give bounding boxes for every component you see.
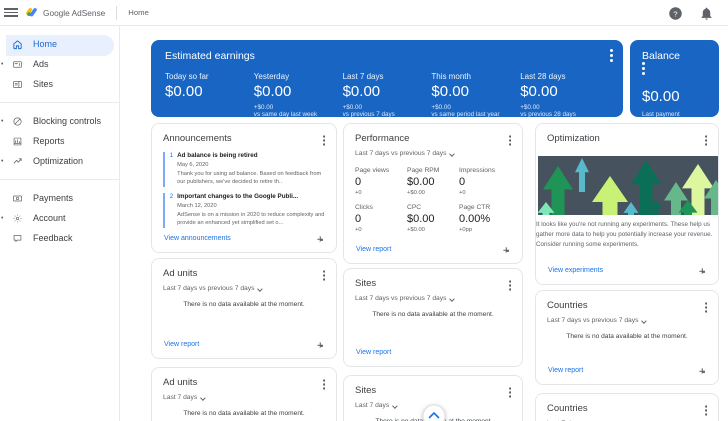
svg-text:?: ? bbox=[673, 9, 677, 18]
